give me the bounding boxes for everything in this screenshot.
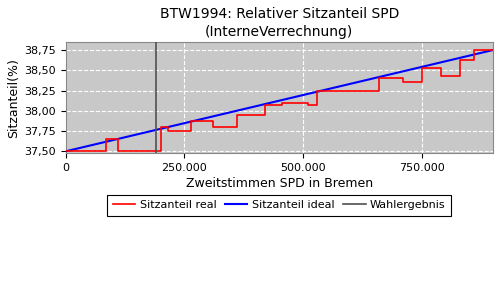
Sitzanteil real bbox=[400, 81, 406, 84]
Sitzanteil real bbox=[188, 119, 194, 123]
X-axis label: Zweitstimmen SPD in Bremen: Zweitstimmen SPD in Bremen bbox=[186, 177, 373, 190]
Sitzanteil real bbox=[376, 76, 382, 80]
Sitzanteil real bbox=[343, 89, 349, 92]
Sitzanteil real bbox=[419, 66, 425, 70]
Sitzanteil real bbox=[234, 113, 239, 117]
Sitzanteil real bbox=[164, 125, 170, 129]
Sitzanteil real bbox=[115, 137, 121, 141]
Sitzanteil real bbox=[278, 101, 284, 104]
Sitzanteil real bbox=[457, 75, 463, 78]
Sitzanteil real bbox=[305, 101, 311, 104]
Sitzanteil real bbox=[305, 103, 311, 106]
Sitzanteil real bbox=[278, 103, 284, 106]
Sitzanteil real bbox=[103, 137, 109, 141]
Sitzanteil real bbox=[400, 76, 406, 80]
Sitzanteil real bbox=[234, 125, 239, 129]
Sitzanteil real bbox=[438, 75, 444, 78]
Sitzanteil real bbox=[164, 129, 170, 133]
Sitzanteil real bbox=[262, 103, 268, 106]
Sitzanteil real bbox=[438, 66, 444, 70]
Line: Sitzanteil real: Sitzanteil real bbox=[66, 50, 493, 151]
Sitzanteil real bbox=[210, 119, 216, 123]
Sitzanteil real bbox=[115, 149, 121, 153]
Sitzanteil real bbox=[210, 125, 216, 129]
Sitzanteil real bbox=[471, 48, 477, 52]
Sitzanteil real bbox=[471, 58, 477, 62]
Sitzanteil real bbox=[62, 149, 68, 153]
Y-axis label: Sitzanteil(%): Sitzanteil(%) bbox=[7, 58, 20, 138]
Sitzanteil real bbox=[158, 125, 164, 129]
Sitzanteil real bbox=[314, 89, 320, 92]
Sitzanteil real bbox=[188, 129, 194, 133]
Sitzanteil real bbox=[103, 149, 109, 153]
Sitzanteil real bbox=[158, 149, 164, 153]
Sitzanteil real bbox=[376, 89, 382, 92]
Sitzanteil real bbox=[343, 89, 349, 92]
Sitzanteil real bbox=[314, 103, 320, 106]
Sitzanteil real bbox=[262, 113, 268, 117]
Legend: Sitzanteil real, Sitzanteil ideal, Wahlergebnis: Sitzanteil real, Sitzanteil ideal, Wahle… bbox=[108, 195, 452, 216]
Title: BTW1994: Relativer Sitzanteil SPD
(InterneVerrechnung): BTW1994: Relativer Sitzanteil SPD (Inter… bbox=[160, 7, 399, 39]
Sitzanteil real bbox=[419, 81, 425, 84]
Sitzanteil real bbox=[490, 48, 496, 52]
Sitzanteil real bbox=[457, 58, 463, 62]
